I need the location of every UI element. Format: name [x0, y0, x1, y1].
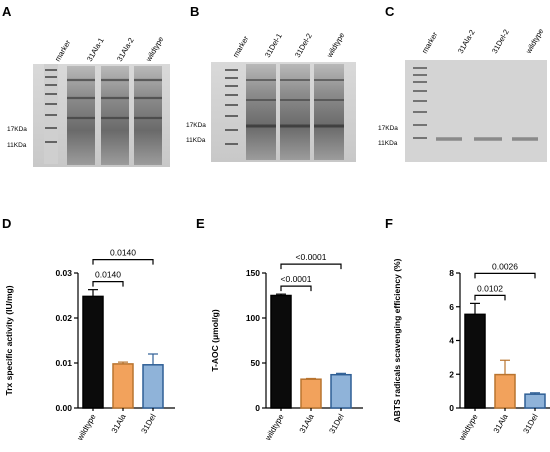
chart-d-letter: D	[2, 216, 11, 231]
chart-f-p-value-label: 0.0026	[492, 261, 518, 271]
chart-f-bracket	[474, 272, 536, 279]
chart-e-x-tick-label: 31Del	[327, 412, 345, 435]
chart-f-x-tick-label: 31Del	[521, 412, 539, 435]
marker-label-11kda-b: 11KDa	[186, 137, 206, 144]
chart-f-x-tick-label: wildtype	[457, 412, 480, 443]
chart-d-x-tick-label: 31Ala	[110, 412, 128, 435]
chart-d-p-value-label: 0.0140	[95, 270, 121, 280]
chart-e-y-axis-label: T-AOC (μmol/g)	[210, 309, 220, 372]
gel-panel-b: B 17KDa 11KDa marker 31Del-1 31Del-2	[186, 4, 356, 162]
chart-f-p-value-label: 0.0102	[477, 283, 503, 293]
chart-f-bar-31del	[524, 393, 546, 409]
chart-f-y-tick-label: 8	[449, 268, 454, 278]
chart-e: E T-AOC (μmol/g) 0 50 100 150 wildtype 31Ala 31D…	[196, 216, 363, 443]
chart-d-y-axis-label: Trx specific activity (IU/mg)	[4, 285, 14, 395]
chart-d: D Trx specific activity (IU/mg) 0.00 0.01 0.…	[2, 216, 175, 443]
chart-d-x-tick-label: wildtype	[75, 412, 98, 443]
lane-label-c-2: 31Ala-2	[456, 28, 477, 55]
chart-e-y-tick-label: 150	[246, 268, 260, 278]
chart-d-bar-31ala	[112, 363, 134, 409]
chart-d-y-tick-label: 0.00	[55, 403, 72, 413]
chart-e-bar-31ala	[300, 378, 322, 409]
chart-f-bar-31ala	[494, 373, 516, 409]
marker-label-17kda-c: 17KDa	[378, 125, 398, 132]
chart-e-bracket	[280, 263, 342, 270]
chart-d-bar-wildtype	[82, 295, 104, 409]
chart-e-x-tick-label: 31Ala	[298, 412, 316, 435]
gel-image-c	[405, 60, 547, 162]
chart-e-bar-31del	[330, 373, 352, 409]
lane-label-c-3: 31Del-2	[490, 28, 511, 55]
lane-label-c-1: marker	[420, 30, 440, 55]
panel-letter-c: C	[385, 4, 395, 19]
chart-e-bar-wildtype	[270, 294, 292, 409]
lane-label-a-2: 31Ala-1	[85, 36, 106, 63]
lane-label-b-4: wildtype	[324, 31, 346, 60]
chart-f: F ABTS radicals scavenging efficiency (%)…	[385, 216, 550, 443]
gel-panel-c: C 17KDa 11KDa marker 31Ala-2 31Del-2 wil…	[378, 4, 547, 162]
chart-e-bracket	[280, 285, 312, 292]
chart-f-bar-wildtype	[464, 313, 486, 409]
chart-e-x-tick-label: wildtype	[263, 412, 286, 443]
lane-label-b-2: 31Del-1	[263, 32, 284, 59]
lane-label-a-1: marker	[53, 38, 73, 63]
lane-label-c-4: wildtype	[523, 27, 545, 56]
chart-e-y-tick-label: 0	[255, 403, 260, 413]
chart-e-p-value-label: <0.0001	[296, 252, 327, 262]
lane-label-a-4: wildtype	[143, 35, 165, 64]
chart-f-y-tick-label: 4	[449, 336, 454, 346]
chart-d-x-tick-label: 31Del	[139, 412, 157, 435]
chart-d-y-tick-label: 0.01	[55, 358, 72, 368]
chart-e-y-tick-label: 50	[251, 358, 261, 368]
chart-d-bracket	[92, 259, 154, 265]
chart-d-p-value-label: 0.0140	[110, 248, 136, 258]
chart-d-bar-31del	[142, 364, 164, 409]
chart-d-y-tick-label: 0.02	[55, 313, 72, 323]
chart-f-y-tick-label: 2	[449, 369, 454, 379]
chart-f-bracket	[474, 294, 506, 301]
chart-f-y-tick-label: 6	[449, 302, 454, 312]
chart-e-p-value-label: <0.0001	[281, 274, 312, 284]
chart-f-y-tick-label: 0	[449, 403, 454, 413]
chart-e-y-tick-label: 100	[246, 313, 260, 323]
lane-label-b-3: 31Del-2	[293, 32, 314, 59]
marker-label-11kda-c: 11KDa	[378, 140, 398, 147]
marker-label-11kda-a: 11KDa	[7, 142, 27, 149]
chart-d-bracket	[92, 281, 124, 287]
panel-letter-b: B	[190, 4, 199, 19]
gel-image-a	[33, 64, 170, 167]
chart-f-y-axis-label: ABTS radicals scavenging efficiency (%)	[392, 258, 402, 422]
gel-image-b	[211, 62, 356, 162]
chart-f-letter: F	[385, 216, 393, 231]
chart-f-x-tick-label: 31Ala	[492, 412, 510, 435]
lane-label-b-1: marker	[231, 34, 251, 59]
marker-label-17kda-b: 17KDa	[186, 122, 206, 129]
chart-d-y-tick-label: 0.03	[55, 268, 72, 278]
marker-label-17kda-a: 17KDa	[7, 126, 27, 133]
panel-letter-a: A	[2, 4, 12, 19]
chart-e-letter: E	[196, 216, 205, 231]
lane-label-a-3: 31Ala-2	[115, 36, 136, 63]
gel-panel-a: A 17KDa 11KDa marker 31Ala-1 31Ala-2 wil	[2, 4, 170, 167]
